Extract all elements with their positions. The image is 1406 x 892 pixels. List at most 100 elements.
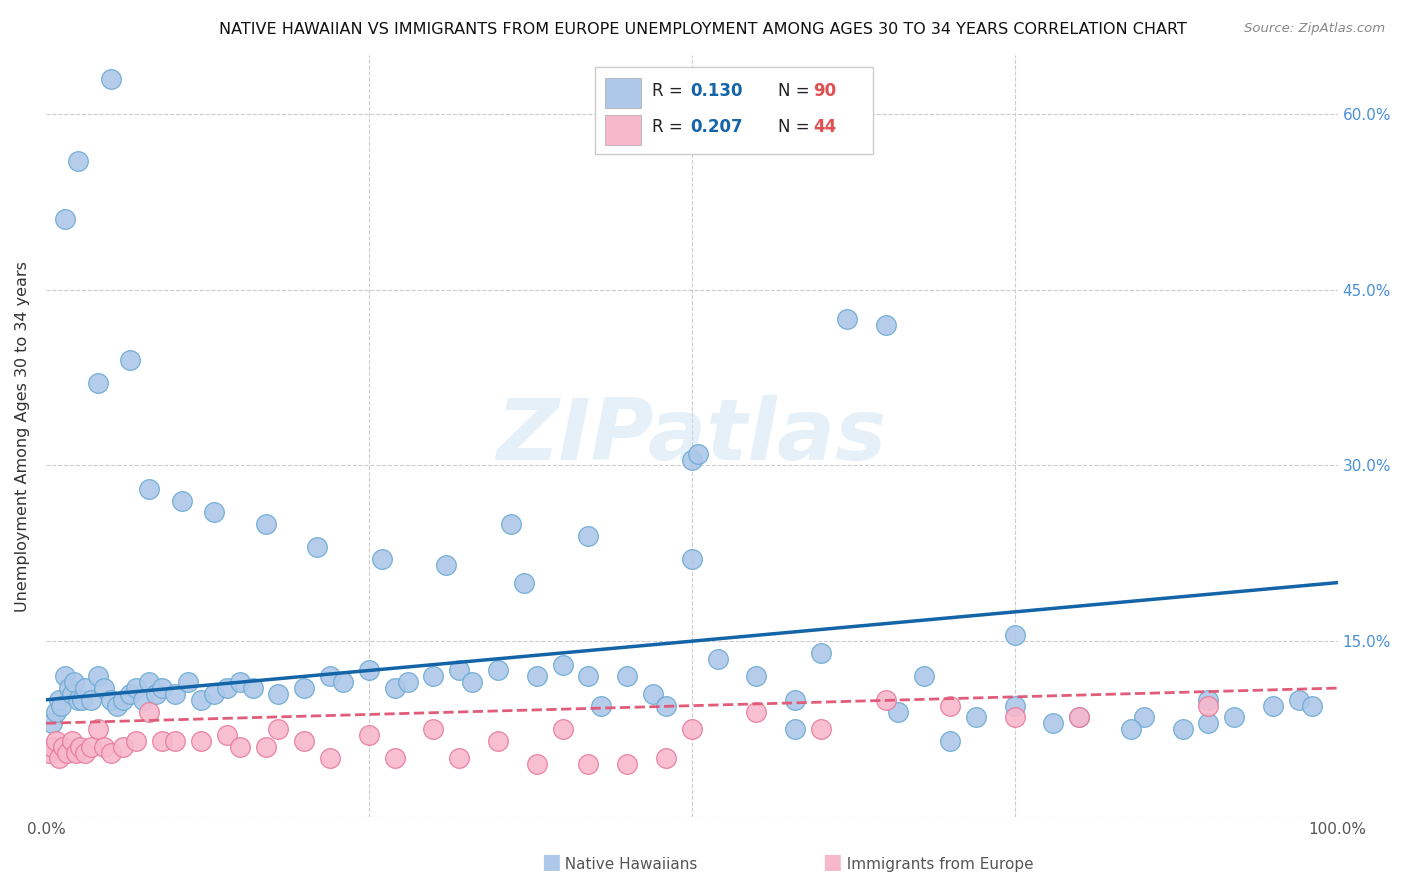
Point <box>939 698 962 713</box>
Point <box>319 669 342 683</box>
Point <box>434 558 457 572</box>
Point <box>267 687 290 701</box>
Point <box>267 722 290 736</box>
Point <box>371 552 394 566</box>
Point <box>53 669 76 683</box>
Point <box>785 722 807 736</box>
Point <box>384 681 406 695</box>
Point <box>526 669 548 683</box>
Point <box>51 698 73 713</box>
Text: N =: N = <box>779 118 815 136</box>
Point <box>384 751 406 765</box>
Point <box>45 734 67 748</box>
Point <box>357 728 380 742</box>
Point <box>486 664 509 678</box>
Point <box>125 681 148 695</box>
Point <box>190 734 212 748</box>
Point <box>688 447 710 461</box>
Point <box>67 153 90 168</box>
Text: 0.207: 0.207 <box>690 118 744 136</box>
Point <box>875 318 897 332</box>
Point <box>887 705 910 719</box>
Text: ■: ■ <box>823 853 842 872</box>
Point <box>254 739 277 754</box>
Y-axis label: Unemployment Among Ages 30 to 34 years: Unemployment Among Ages 30 to 34 years <box>15 260 30 612</box>
Point <box>591 698 613 713</box>
Point <box>1004 710 1026 724</box>
Point <box>357 664 380 678</box>
Point <box>125 734 148 748</box>
Point <box>70 693 93 707</box>
Point <box>215 681 238 695</box>
Point <box>80 739 103 754</box>
Point <box>45 705 67 719</box>
Point <box>655 751 678 765</box>
Point <box>526 757 548 772</box>
Point <box>578 529 600 543</box>
Point <box>1004 628 1026 642</box>
Point <box>100 71 122 86</box>
Point <box>810 722 832 736</box>
Point <box>1301 698 1323 713</box>
Text: Source: ZipAtlas.com: Source: ZipAtlas.com <box>1244 22 1385 36</box>
Point <box>112 739 135 754</box>
Point <box>912 669 935 683</box>
Point <box>513 575 536 590</box>
Point <box>100 693 122 707</box>
Point <box>60 687 83 701</box>
Point <box>939 734 962 748</box>
Point <box>745 669 768 683</box>
Point <box>41 716 63 731</box>
Point <box>1171 722 1194 736</box>
Point <box>165 687 187 701</box>
Point <box>138 705 160 719</box>
Point <box>706 652 728 666</box>
Point <box>67 693 90 707</box>
Point <box>55 746 77 760</box>
Point <box>616 757 638 772</box>
Point <box>86 376 108 391</box>
Point <box>60 734 83 748</box>
Point <box>48 751 70 765</box>
Point <box>1261 698 1284 713</box>
Point <box>422 722 444 736</box>
Point <box>58 681 80 695</box>
Text: 0.130: 0.130 <box>690 82 742 100</box>
Point <box>875 693 897 707</box>
Point <box>745 705 768 719</box>
Point <box>86 669 108 683</box>
Point <box>681 552 703 566</box>
Point <box>1069 710 1091 724</box>
Point <box>578 757 600 772</box>
Point <box>681 722 703 736</box>
Point <box>551 722 574 736</box>
Point <box>93 739 115 754</box>
Point <box>69 739 91 754</box>
Point <box>396 675 419 690</box>
Point <box>53 212 76 227</box>
Point <box>449 751 471 765</box>
Point <box>215 728 238 742</box>
Point <box>228 675 250 690</box>
Point <box>202 687 225 701</box>
Text: R =: R = <box>652 82 688 100</box>
Point <box>1198 716 1220 731</box>
Point <box>1004 698 1026 713</box>
Point <box>118 352 141 367</box>
Point <box>165 734 187 748</box>
Bar <box>605 78 641 109</box>
Point <box>422 669 444 683</box>
Text: ■: ■ <box>541 853 561 872</box>
Point <box>138 675 160 690</box>
Point <box>578 669 600 683</box>
Point <box>641 687 664 701</box>
Point <box>810 646 832 660</box>
Point <box>1223 710 1246 724</box>
Point <box>1288 693 1310 707</box>
Point <box>1198 693 1220 707</box>
Point <box>835 311 858 326</box>
Point <box>145 687 167 701</box>
Point <box>307 541 329 555</box>
FancyBboxPatch shape <box>595 67 873 154</box>
Text: NATIVE HAWAIIAN VS IMMIGRANTS FROM EUROPE UNEMPLOYMENT AMONG AGES 30 TO 34 YEARS: NATIVE HAWAIIAN VS IMMIGRANTS FROM EUROP… <box>219 22 1187 37</box>
